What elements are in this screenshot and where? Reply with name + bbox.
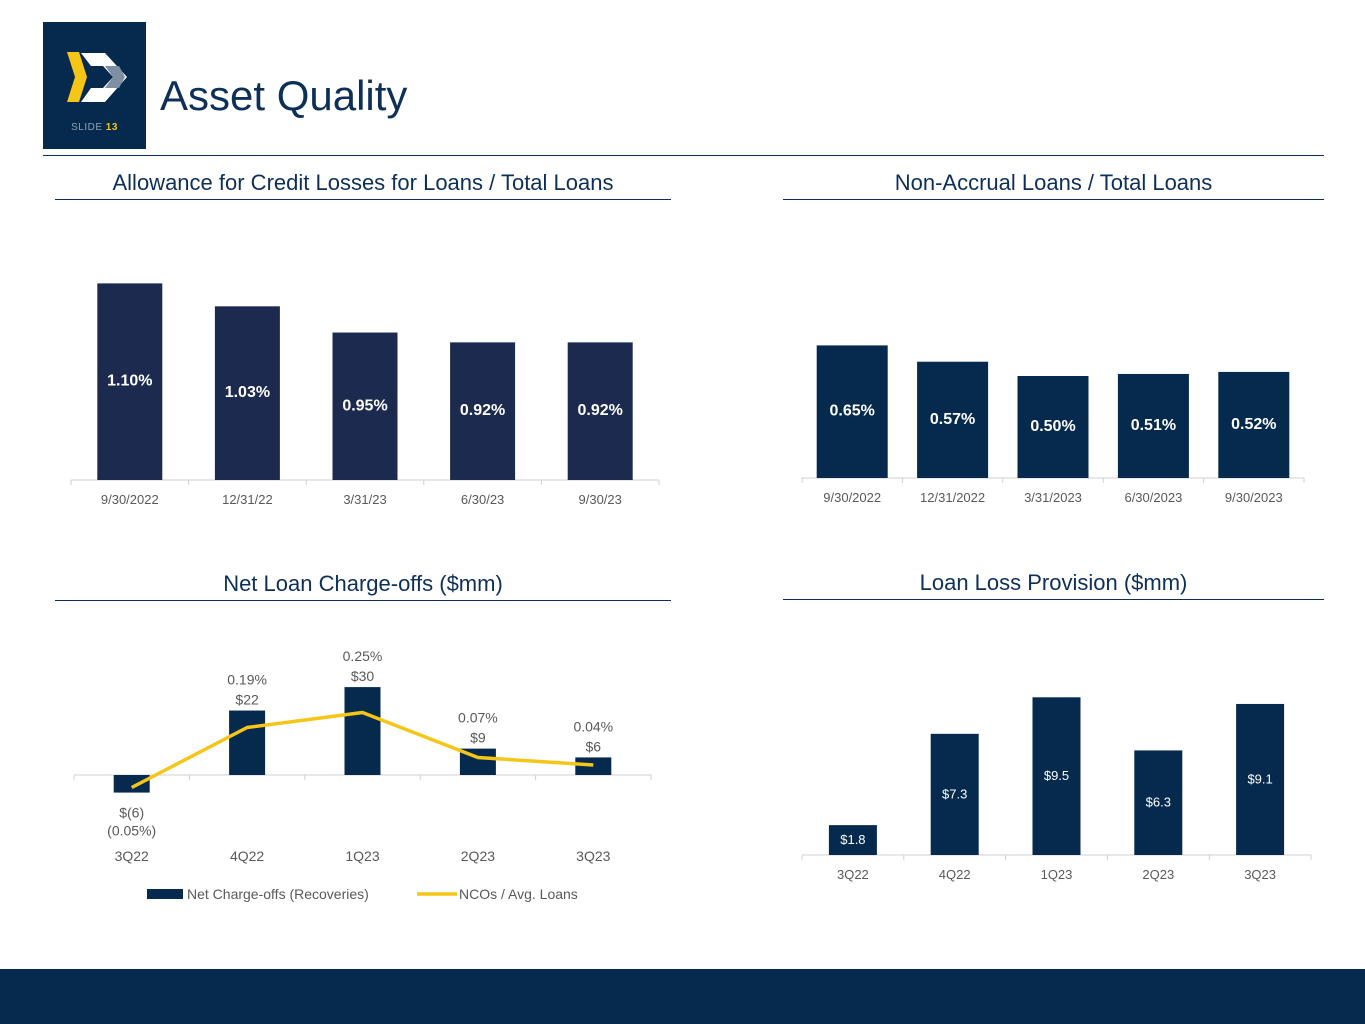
category-label: 9/30/23 [579,492,622,507]
slide-label: SLIDE 13 [71,122,118,133]
provision-bar-chart: $1.8 3Q22 $7.3 4Q22 $9.5 1Q23 $6.3 2Q23 $9.1 3Q23 [801,697,1312,882]
provision-section-title: Loan Loss Provision ($mm) [783,570,1324,600]
chargeoffs-section-title: Net Loan Charge-offs ($mm) [55,571,671,601]
data-label: 1.03% [225,384,270,401]
category-label: 3/31/23 [343,492,386,507]
bar-value-label: $6 [586,738,602,754]
bar [450,342,516,480]
bar [917,361,989,478]
bar [1032,697,1081,855]
data-label: 0.95% [342,397,387,414]
bar [828,825,877,855]
legend-bar-label: Net Charge-offs (Recoveries) [187,886,369,902]
bar-value-label: $22 [235,692,259,708]
data-label: 0.57% [930,411,975,428]
bar [1017,376,1089,478]
ratio-label: (0.05%) [107,823,156,839]
bar [1236,703,1285,855]
category-label: 1Q23 [1041,867,1073,882]
bar [1218,371,1290,478]
category-label: 4Q22 [939,867,971,882]
nonaccrual-bar-chart: 0.65% 9/30/2022 0.57% 12/31/2022 0.50% 3/31/2… [801,345,1305,505]
bar [930,733,979,855]
ratio-label: 0.25% [343,648,383,664]
category-label: 3/31/2023 [1024,490,1082,505]
category-label: 3Q23 [576,848,610,864]
category-label: 2Q23 [1142,867,1174,882]
bar [332,332,398,480]
bar [214,306,280,480]
data-label: 1.10% [107,373,152,390]
nonaccrual-section-title: Non-Accrual Loans / Total Loans [783,170,1324,200]
category-label: 4Q22 [230,848,264,864]
bar-value-label: $(6) [119,805,144,821]
bar [816,345,888,478]
data-label: 0.65% [830,403,875,420]
category-label: 6/30/23 [461,492,504,507]
ratio-line [130,710,594,790]
allowance-section-title: Allowance for Credit Losses for Loans / … [55,170,671,200]
category-label: 1Q23 [345,848,379,864]
data-label: $9.5 [1044,768,1069,783]
category-label: 12/31/2022 [920,490,985,505]
data-label: 0.50% [1030,418,1075,435]
bar [113,775,150,793]
bar [575,757,612,775]
header-divider [43,155,1324,156]
bar-value-label: $30 [351,668,375,684]
company-logo: SLIDE 13 [43,22,146,149]
bar [1117,373,1189,478]
data-label: 0.92% [578,402,623,419]
bar-value-label: $9 [470,730,486,746]
category-label: 9/30/2022 [101,492,159,507]
slide-number: 13 [105,122,118,133]
page-title: Asset Quality [160,72,408,119]
category-label: 3Q22 [837,867,869,882]
category-label: 3Q23 [1244,867,1276,882]
bar [1134,750,1183,855]
bar [229,710,266,775]
legend-line-label: NCOs / Avg. Loans [459,886,578,902]
logo-chevron-icon [67,52,127,102]
data-label: $1.8 [840,832,865,847]
footer-bar [0,969,1365,1024]
category-label: 3Q22 [115,848,149,864]
bar [567,342,633,480]
ratio-label: 0.07% [458,710,498,726]
category-label: 9/30/2023 [1225,490,1283,505]
legend-bar-swatch [147,889,183,899]
chargeoffs-combo-chart: $(6) (0.05%) 3Q22 $22 0.19% 4Q22 $30 0.25% 1Q23 $… [73,648,652,902]
data-label: $9.1 [1247,771,1272,786]
category-label: 12/31/22 [222,492,273,507]
data-label: 0.52% [1231,416,1276,433]
bar [344,687,381,775]
data-label: $6.3 [1146,795,1171,810]
category-label: 9/30/2022 [823,490,881,505]
ratio-label: 0.19% [227,672,267,688]
data-label: 0.51% [1131,417,1176,434]
bar [97,283,163,480]
allowance-bar-chart: 1.10% 9/30/2022 1.03% 12/31/22 0.95% 3/31/23 0… [70,283,660,507]
category-label: 6/30/2023 [1124,490,1182,505]
category-label: 2Q23 [461,848,495,864]
ratio-label: 0.04% [573,718,613,734]
data-label: $7.3 [942,786,967,801]
data-label: 0.92% [460,402,505,419]
